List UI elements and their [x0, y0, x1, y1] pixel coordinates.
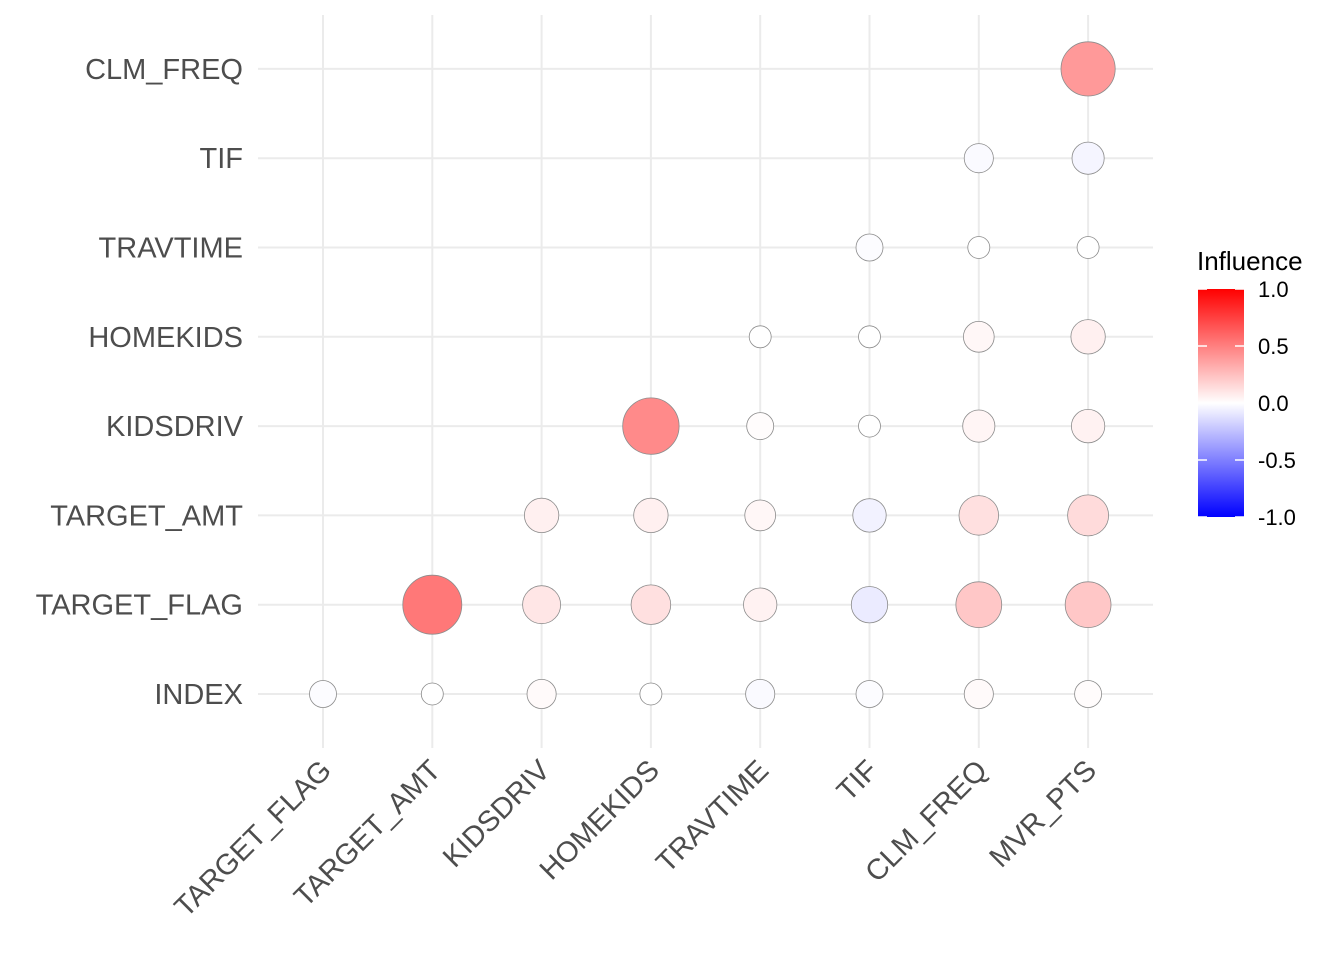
x-axis: TARGET_FLAGTARGET_AMTKIDSDRIVHOMEKIDSTRA… [169, 754, 1103, 924]
bubble-travtime-homekids [748, 325, 772, 349]
bubble-clm-freq-index [963, 679, 994, 710]
bubbles [309, 41, 1116, 710]
legend-tick-label: 1.0 [1258, 277, 1289, 302]
bubble-clm-freq-target-flag [955, 581, 1003, 628]
y-tick-label-target-flag: TARGET_FLAG [36, 590, 243, 622]
legend-tick-label: -0.5 [1258, 448, 1296, 473]
bubble-travtime-kidsdriv [746, 412, 775, 441]
bubble-target-amt-index [420, 682, 444, 706]
bubble-travtime-index [745, 679, 776, 710]
bubble-tif-travtime [855, 233, 884, 262]
bubble-mvr-pts-homekids [1070, 319, 1106, 355]
bubble-homekids-target-flag [630, 584, 672, 625]
bubble-travtime-target-amt [744, 499, 776, 532]
bubble-target-amt-target-flag [402, 574, 463, 635]
legend-ticks: 1.0 0.5 0.0 -0.5 -1.0 [1198, 277, 1296, 530]
y-tick-label-clm-freq: CLM_FREQ [85, 54, 243, 86]
legend-tick-label: 0.5 [1258, 334, 1289, 359]
legend-title: Influence [1197, 246, 1303, 276]
bubble-mvr-pts-tif [1071, 141, 1105, 175]
bubble-kidsdriv-index [526, 679, 557, 710]
y-axis: INDEX TARGET_FLAG TARGET_AMT KIDSDRIV HOMEKI… [36, 54, 244, 711]
x-tick-label-travtime: TRAVTIME [650, 754, 775, 879]
bubble-clm-freq-homekids [962, 320, 995, 353]
y-tick-label-homekids: HOMEKIDS [88, 322, 243, 354]
bubble-clm-freq-kidsdriv [962, 409, 996, 443]
y-tick-label-index: INDEX [154, 679, 243, 711]
bubble-clm-freq-target-amt [958, 495, 999, 536]
bubble-tif-target-amt [852, 498, 887, 533]
legend-tick-label: 0.0 [1258, 391, 1289, 416]
bubble-target-flag-index [309, 680, 337, 708]
bubble-travtime-target-flag [743, 587, 778, 622]
bubble-mvr-pts-travtime [1076, 236, 1100, 259]
bubble-tif-kidsdriv [858, 414, 881, 438]
grid-lines [258, 15, 1153, 748]
y-tick-label-tif: TIF [200, 143, 244, 175]
x-tick-label-mvr-pts: MVR_PTS [984, 754, 1103, 873]
bubble-mvr-pts-clm-freq [1060, 41, 1116, 97]
y-tick-label-target-amt: TARGET_AMT [50, 500, 243, 532]
legend-tick-label: -1.0 [1258, 505, 1296, 530]
bubble-homekids-index [639, 682, 663, 706]
y-tick-label-kidsdriv: KIDSDRIV [106, 411, 244, 443]
bubble-tif-target-flag [850, 586, 889, 624]
bubble-clm-freq-tif [963, 143, 994, 174]
bubble-tif-homekids [858, 325, 881, 349]
bubble-homekids-kidsdriv [622, 397, 680, 455]
y-tick-label-travtime: TRAVTIME [99, 233, 243, 265]
bubble-kidsdriv-target-amt [523, 497, 560, 534]
bubble-mvr-pts-kidsdriv [1071, 408, 1106, 444]
bubble-mvr-pts-target-flag [1064, 581, 1112, 628]
bubble-kidsdriv-target-flag [522, 585, 561, 625]
x-tick-label-tif: TIF [831, 754, 884, 807]
bubble-mvr-pts-target-amt [1067, 494, 1109, 537]
bubble-tif-index [855, 680, 884, 708]
x-tick-label-kidsdriv: KIDSDRIV [437, 754, 557, 874]
bubble-mvr-pts-index [1074, 680, 1102, 708]
legend: Influence 1.0 0.5 0.0 -0.5 -1.0 [1197, 246, 1303, 530]
bubble-clm-freq-travtime [967, 236, 991, 259]
bubble-homekids-target-amt [633, 497, 669, 534]
